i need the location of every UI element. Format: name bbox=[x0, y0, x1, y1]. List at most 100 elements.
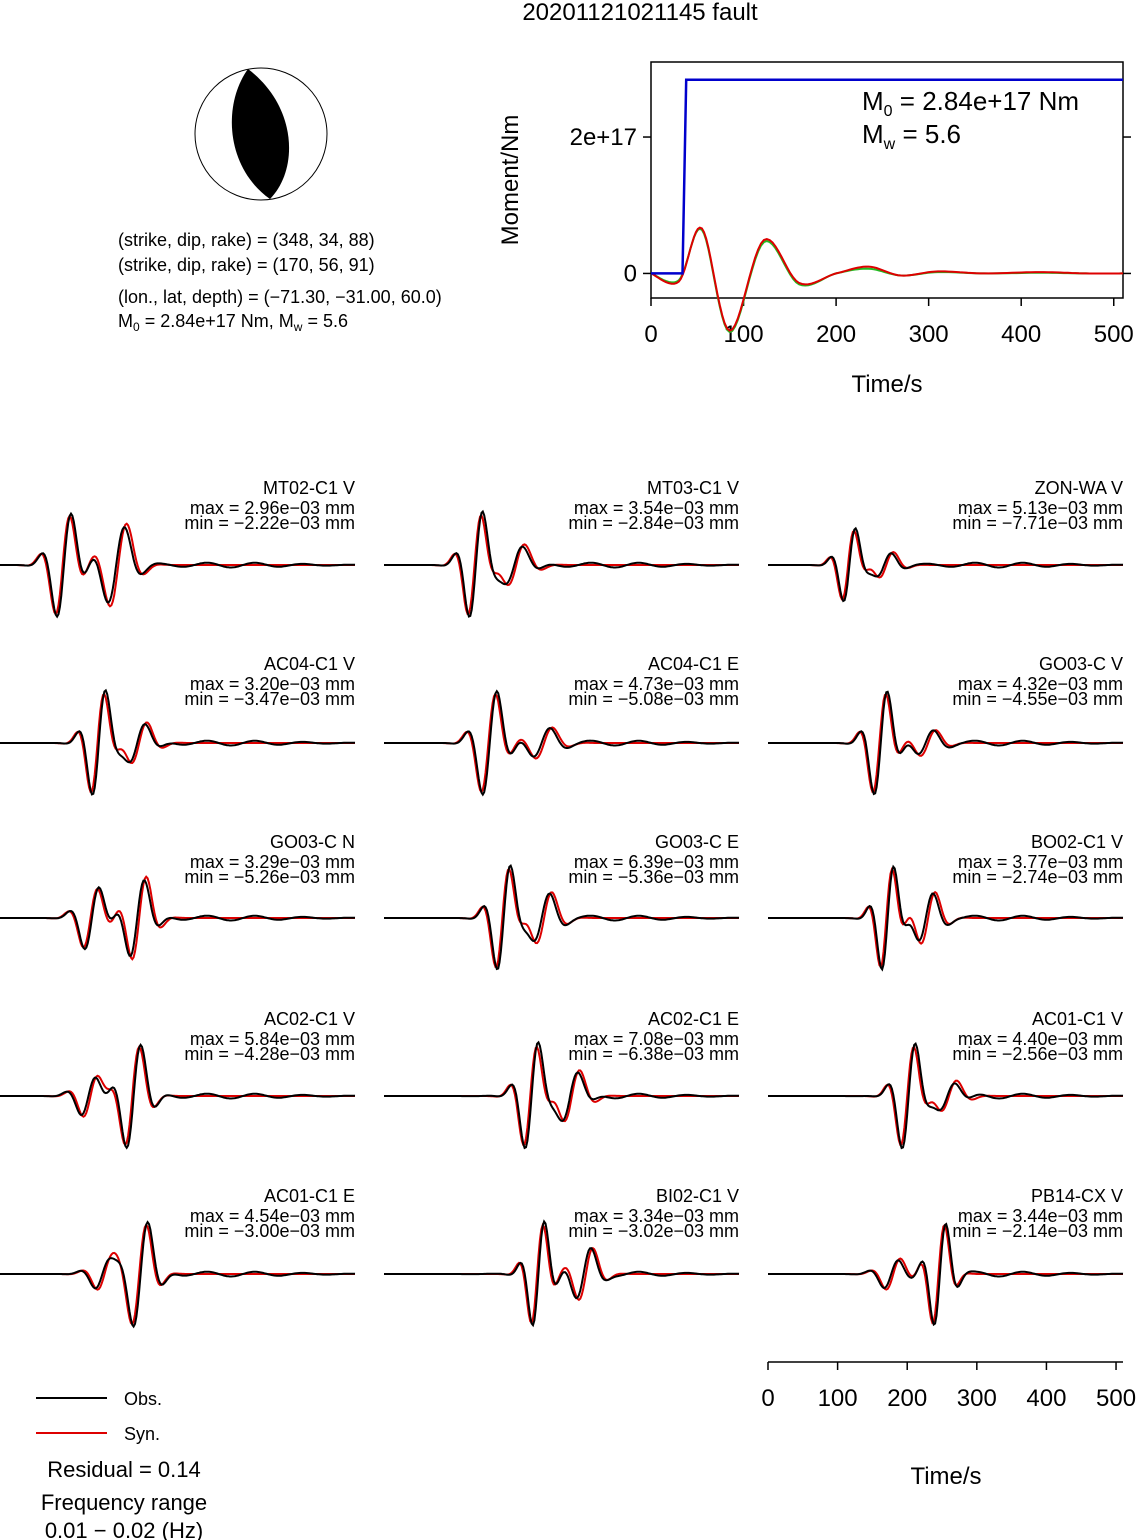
station-label: BI02-C1 V bbox=[656, 1186, 739, 1206]
min-label: min = −2.74e−03 mm bbox=[952, 867, 1123, 887]
stf-xtick-label: 300 bbox=[909, 321, 949, 348]
station-label: AC04-C1 V bbox=[264, 654, 355, 674]
min-label: min = −5.08e−03 mm bbox=[568, 689, 739, 709]
max-label: max = 5.13e−03 mm bbox=[958, 498, 1123, 518]
wave-xtick-label: 100 bbox=[818, 1385, 858, 1412]
min-label: min = −3.02e−03 mm bbox=[568, 1221, 739, 1241]
stf-xtick-label: 500 bbox=[1094, 321, 1134, 348]
max-label: max = 4.40e−03 mm bbox=[958, 1029, 1123, 1049]
observed-trace bbox=[768, 864, 1124, 972]
station-label: GO03-C V bbox=[1039, 654, 1123, 674]
observed-trace bbox=[384, 689, 740, 797]
min-label: min = −3.47e−03 mm bbox=[184, 689, 355, 709]
station-label: GO03-C N bbox=[270, 832, 355, 852]
station-label: AC01-C1 V bbox=[1032, 1009, 1123, 1029]
mechanism-line-2: (strike, dip, rake) = (170, 56, 91) bbox=[118, 255, 375, 275]
observed-trace bbox=[0, 688, 356, 796]
station-label: BO02-C1 V bbox=[1031, 832, 1123, 852]
max-label: max = 4.54e−03 mm bbox=[190, 1206, 355, 1226]
stf-xlabel: Time/s bbox=[851, 371, 922, 398]
min-label: min = −2.22e−03 mm bbox=[184, 513, 355, 533]
min-label: min = −3.00e−03 mm bbox=[184, 1221, 355, 1241]
wave-xtick-label: 300 bbox=[957, 1385, 997, 1412]
max-label: max = 4.73e−03 mm bbox=[574, 674, 739, 694]
beachball bbox=[194, 67, 328, 201]
legend: Obs. Syn. Residual = 0.14 Frequency rang… bbox=[36, 1389, 207, 1540]
max-label: max = 2.96e−03 mm bbox=[190, 498, 355, 518]
legend-obs-label: Obs. bbox=[124, 1389, 162, 1409]
min-label: min = −4.55e−03 mm bbox=[952, 689, 1123, 709]
wave-xlabel: Time/s bbox=[910, 1463, 981, 1490]
figure-title: 20201121021145 fault bbox=[522, 0, 758, 26]
observed-trace bbox=[384, 864, 740, 971]
max-label: max = 4.32e−03 mm bbox=[958, 674, 1123, 694]
max-label: max = 3.20e−03 mm bbox=[190, 674, 355, 694]
wave-xtick-label: 200 bbox=[887, 1385, 927, 1412]
stf-xtick-label: 100 bbox=[724, 321, 764, 348]
station-label: AC02-C1 V bbox=[264, 1009, 355, 1029]
stf-mw-text: Mw = 5.6 bbox=[862, 119, 961, 153]
frequency-value: 0.01 − 0.02 (Hz) bbox=[45, 1518, 203, 1540]
residual-text: Residual = 0.14 bbox=[47, 1457, 201, 1482]
station-label: ZON-WA V bbox=[1035, 478, 1123, 498]
station-label: AC01-C1 E bbox=[264, 1186, 355, 1206]
station-label: AC04-C1 E bbox=[648, 654, 739, 674]
observed-trace bbox=[384, 509, 740, 618]
observed-trace bbox=[768, 526, 1124, 603]
observed-trace bbox=[0, 1043, 356, 1150]
wave-xtick-label: 400 bbox=[1026, 1385, 1066, 1412]
legend-syn-label: Syn. bbox=[124, 1424, 160, 1444]
wave-xtick-label: 500 bbox=[1096, 1385, 1136, 1412]
max-label: max = 3.44e−03 mm bbox=[958, 1206, 1123, 1226]
stf-red-line bbox=[650, 226, 1123, 332]
max-label: max = 6.39e−03 mm bbox=[574, 852, 739, 872]
station-label: PB14-CX V bbox=[1031, 1186, 1123, 1206]
max-label: max = 5.84e−03 mm bbox=[190, 1029, 355, 1049]
moment-line: M0 = 2.84e+17 Nm, Mw = 5.6 bbox=[118, 311, 348, 334]
stf-xtick-label: 0 bbox=[644, 321, 657, 348]
stf-ytick-label: 0 bbox=[624, 260, 637, 287]
max-label: max = 7.08e−03 mm bbox=[574, 1029, 739, 1049]
observed-trace bbox=[0, 511, 356, 619]
stf-m0-text: M0 = 2.84e+17 Nm bbox=[862, 86, 1079, 120]
stf-frame bbox=[650, 61, 1124, 299]
station-label: MT02-C1 V bbox=[263, 478, 355, 498]
max-label: max = 3.54e−03 mm bbox=[574, 498, 739, 518]
max-label: max = 3.77e−03 mm bbox=[958, 852, 1123, 872]
min-label: min = −5.36e−03 mm bbox=[568, 867, 739, 887]
min-label: min = −6.38e−03 mm bbox=[568, 1044, 739, 1064]
observed-trace bbox=[384, 1219, 740, 1328]
station-label: MT03-C1 V bbox=[647, 478, 739, 498]
stf-xtick-label: 200 bbox=[816, 321, 856, 348]
frequency-label: Frequency range bbox=[41, 1490, 207, 1515]
stf-ylabel: Moment/Nm bbox=[497, 115, 524, 246]
observed-trace bbox=[768, 1042, 1124, 1150]
stf-ytick-label: 2e+17 bbox=[570, 124, 637, 151]
stf-xtick-label: 400 bbox=[1001, 321, 1041, 348]
waveform-time-axis: Time/s 0 100 200 300 400 500 bbox=[761, 1361, 1136, 1490]
observed-trace bbox=[768, 690, 1124, 796]
station-label: AC02-C1 E bbox=[648, 1009, 739, 1029]
min-label: min = −2.56e−03 mm bbox=[952, 1044, 1123, 1064]
location-line: (lon., lat, depth) = (−71.30, −31.00, 60… bbox=[118, 287, 442, 307]
stf-moment-line bbox=[651, 78, 1123, 275]
max-label: max = 3.34e−03 mm bbox=[574, 1206, 739, 1226]
observed-trace bbox=[0, 1220, 356, 1329]
min-label: min = −2.84e−03 mm bbox=[568, 513, 739, 533]
